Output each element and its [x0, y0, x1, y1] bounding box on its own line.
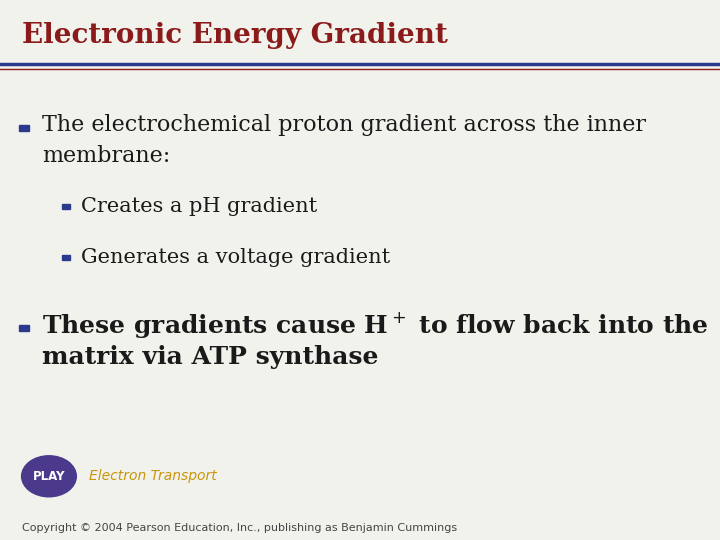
Circle shape	[22, 456, 76, 497]
Text: matrix via ATP synthase: matrix via ATP synthase	[42, 346, 378, 369]
Text: Electron Transport: Electron Transport	[89, 469, 216, 483]
FancyBboxPatch shape	[62, 255, 70, 260]
Text: These gradients cause H$^+$ to flow back into the: These gradients cause H$^+$ to flow back…	[42, 310, 708, 340]
FancyBboxPatch shape	[19, 325, 29, 331]
Text: PLAY: PLAY	[32, 470, 66, 483]
Text: Creates a pH gradient: Creates a pH gradient	[81, 197, 318, 216]
FancyBboxPatch shape	[19, 125, 29, 131]
Text: Electronic Energy Gradient: Electronic Energy Gradient	[22, 22, 447, 49]
FancyBboxPatch shape	[62, 204, 70, 209]
Text: membrane:: membrane:	[42, 145, 170, 166]
Text: Generates a voltage gradient: Generates a voltage gradient	[81, 248, 391, 267]
Text: Copyright © 2004 Pearson Education, Inc., publishing as Benjamin Cummings: Copyright © 2004 Pearson Education, Inc.…	[22, 523, 456, 533]
Text: The electrochemical proton gradient across the inner: The electrochemical proton gradient acro…	[42, 114, 646, 136]
